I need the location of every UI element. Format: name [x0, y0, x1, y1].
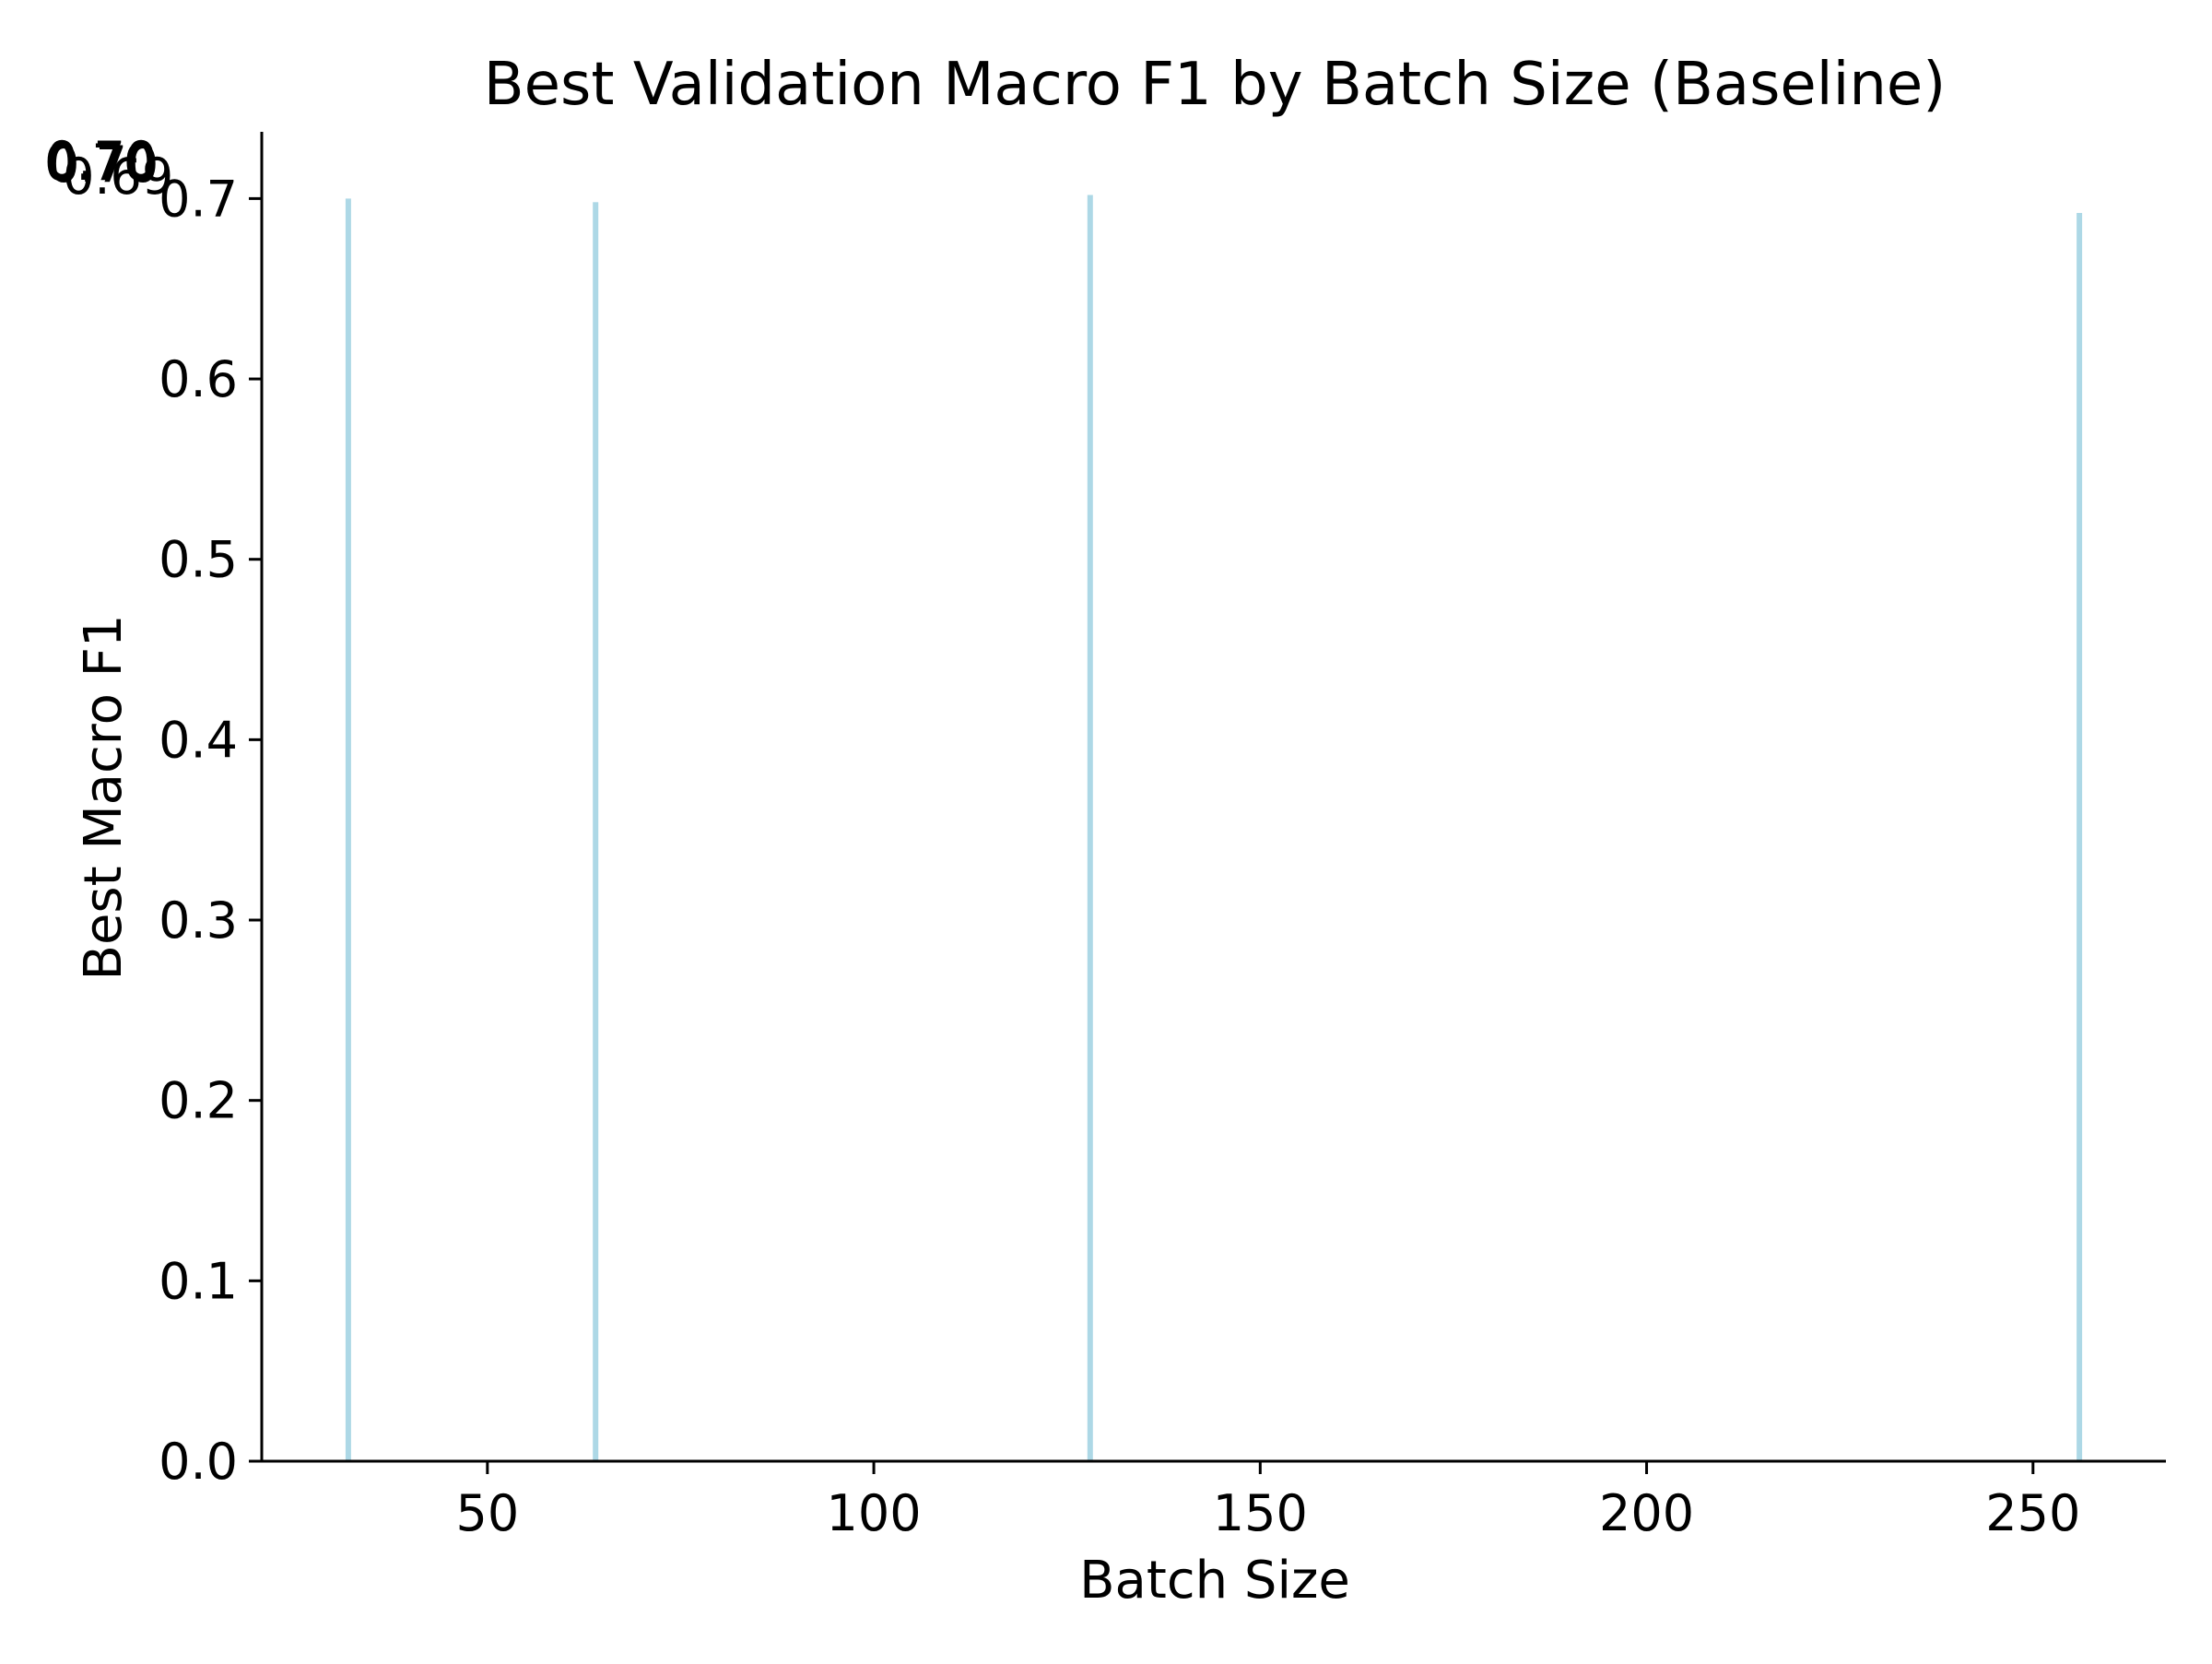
data-label-1: 0.70: [46, 131, 157, 189]
y-tick-label-6: 0.6: [159, 350, 238, 408]
bar-3: [2077, 213, 2083, 1461]
y-axis-label: Best Macro F1: [74, 615, 134, 981]
bar-2: [1087, 195, 1093, 1461]
x-axis-label: Batch Size: [1079, 1551, 1350, 1611]
data-label-3: 0.69: [63, 148, 173, 206]
y-tick-label-5: 0.5: [159, 531, 238, 589]
data-label-0: 0.70: [44, 134, 155, 192]
chart-title: Best Validation Macro F1 by Batch Size (…: [484, 51, 1947, 119]
y-tick-label-4: 0.4: [159, 711, 238, 769]
x-tick-label-3: 200: [1599, 1484, 1694, 1542]
data-label-2: 0.70: [48, 136, 159, 194]
y-tick-label-0: 0.0: [159, 1433, 238, 1491]
bar-0: [345, 198, 351, 1461]
y-tick-label-3: 0.3: [159, 891, 238, 950]
y-tick-label-7: 0.7: [159, 170, 238, 228]
x-tick-label-1: 100: [827, 1484, 922, 1542]
y-tick-label-1: 0.1: [159, 1252, 238, 1310]
x-tick-label-2: 150: [1213, 1484, 1308, 1542]
x-tick-label-4: 250: [1985, 1484, 2080, 1542]
bar-1: [593, 202, 599, 1461]
y-tick-label-2: 0.2: [159, 1072, 238, 1130]
x-tick-label-0: 50: [455, 1484, 519, 1542]
